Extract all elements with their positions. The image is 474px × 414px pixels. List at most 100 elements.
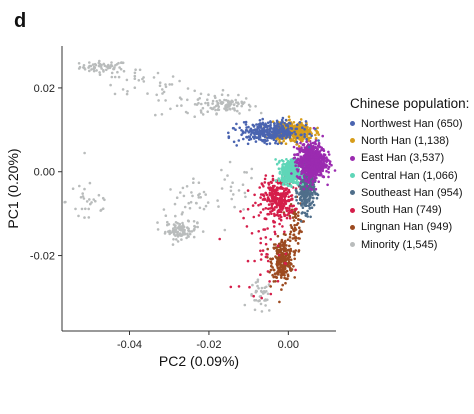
data-point bbox=[191, 194, 194, 198]
data-point bbox=[102, 62, 106, 66]
data-point bbox=[220, 187, 224, 190]
data-point bbox=[280, 194, 284, 198]
data-point bbox=[189, 200, 193, 204]
data-point bbox=[284, 239, 287, 243]
data-point bbox=[258, 126, 262, 129]
data-point bbox=[254, 281, 258, 284]
data-point bbox=[112, 67, 115, 71]
data-point bbox=[217, 105, 220, 108]
data-point bbox=[206, 98, 209, 101]
data-point bbox=[281, 172, 284, 176]
data-point bbox=[278, 217, 281, 220]
data-point bbox=[116, 70, 119, 74]
data-point bbox=[254, 128, 258, 131]
data-point bbox=[300, 163, 304, 166]
data-point bbox=[279, 265, 282, 268]
data-point bbox=[281, 259, 284, 262]
data-point bbox=[321, 168, 324, 171]
data-point bbox=[171, 75, 175, 78]
data-point bbox=[295, 175, 299, 178]
data-point bbox=[280, 187, 284, 190]
data-point bbox=[133, 77, 137, 80]
data-point bbox=[280, 142, 283, 145]
data-point bbox=[172, 233, 176, 236]
data-point bbox=[238, 126, 241, 130]
data-point bbox=[240, 104, 243, 108]
panel-label: d bbox=[14, 10, 27, 32]
data-point bbox=[254, 105, 257, 108]
data-point bbox=[110, 61, 113, 64]
data-point bbox=[261, 193, 265, 196]
data-point bbox=[162, 208, 166, 211]
data-point bbox=[204, 101, 207, 105]
data-point bbox=[253, 299, 256, 302]
data-point bbox=[268, 191, 272, 195]
data-point bbox=[180, 212, 184, 216]
data-point bbox=[285, 135, 289, 139]
data-point bbox=[152, 76, 156, 79]
data-point bbox=[286, 273, 290, 277]
data-point bbox=[244, 195, 247, 199]
series-minority bbox=[63, 59, 271, 313]
data-point bbox=[92, 65, 96, 69]
data-point bbox=[83, 68, 87, 71]
data-point bbox=[297, 124, 301, 128]
data-point bbox=[314, 179, 317, 182]
data-point bbox=[283, 198, 287, 201]
data-point bbox=[273, 135, 277, 139]
data-point bbox=[258, 186, 262, 189]
data-point bbox=[289, 224, 293, 227]
data-point bbox=[193, 103, 197, 106]
data-point bbox=[325, 160, 328, 164]
data-point bbox=[268, 309, 271, 312]
data-point bbox=[284, 124, 288, 127]
data-point bbox=[266, 128, 269, 131]
data-point bbox=[101, 196, 105, 200]
data-point bbox=[110, 64, 114, 68]
data-point bbox=[277, 177, 281, 180]
data-point bbox=[302, 175, 306, 178]
legend-label: Southeast Han (954) bbox=[361, 186, 463, 199]
data-point bbox=[277, 193, 281, 196]
data-point bbox=[327, 153, 331, 156]
data-point bbox=[172, 227, 175, 230]
data-point bbox=[121, 88, 125, 91]
data-point bbox=[308, 168, 311, 171]
data-point bbox=[278, 300, 281, 304]
data-point bbox=[305, 137, 308, 141]
data-point bbox=[169, 107, 172, 111]
data-point bbox=[170, 83, 174, 86]
data-point bbox=[274, 280, 277, 283]
data-point bbox=[175, 196, 179, 199]
data-point bbox=[266, 212, 269, 216]
data-point bbox=[187, 235, 190, 238]
data-point bbox=[281, 170, 285, 173]
data-point bbox=[262, 208, 265, 211]
data-point bbox=[252, 215, 256, 219]
data-point bbox=[325, 156, 328, 159]
data-point bbox=[278, 210, 281, 213]
data-point bbox=[273, 184, 276, 188]
data-point bbox=[289, 126, 293, 130]
data-point bbox=[266, 292, 270, 296]
data-point bbox=[182, 233, 185, 236]
data-point bbox=[272, 268, 275, 272]
data-point bbox=[289, 258, 293, 262]
data-point bbox=[252, 125, 256, 128]
data-point bbox=[217, 205, 220, 208]
data-point bbox=[295, 180, 298, 184]
data-point bbox=[265, 290, 268, 293]
data-point bbox=[288, 121, 291, 125]
data-point bbox=[299, 178, 302, 181]
data-point bbox=[310, 192, 314, 196]
y-tick-label: 0.02 bbox=[34, 83, 55, 95]
data-point bbox=[284, 252, 288, 256]
data-point bbox=[322, 175, 325, 178]
data-point bbox=[242, 208, 245, 211]
data-point bbox=[167, 230, 170, 233]
data-point bbox=[319, 162, 323, 165]
data-point bbox=[305, 188, 308, 191]
data-point bbox=[241, 183, 245, 186]
data-point bbox=[146, 92, 149, 95]
data-point bbox=[214, 96, 217, 99]
